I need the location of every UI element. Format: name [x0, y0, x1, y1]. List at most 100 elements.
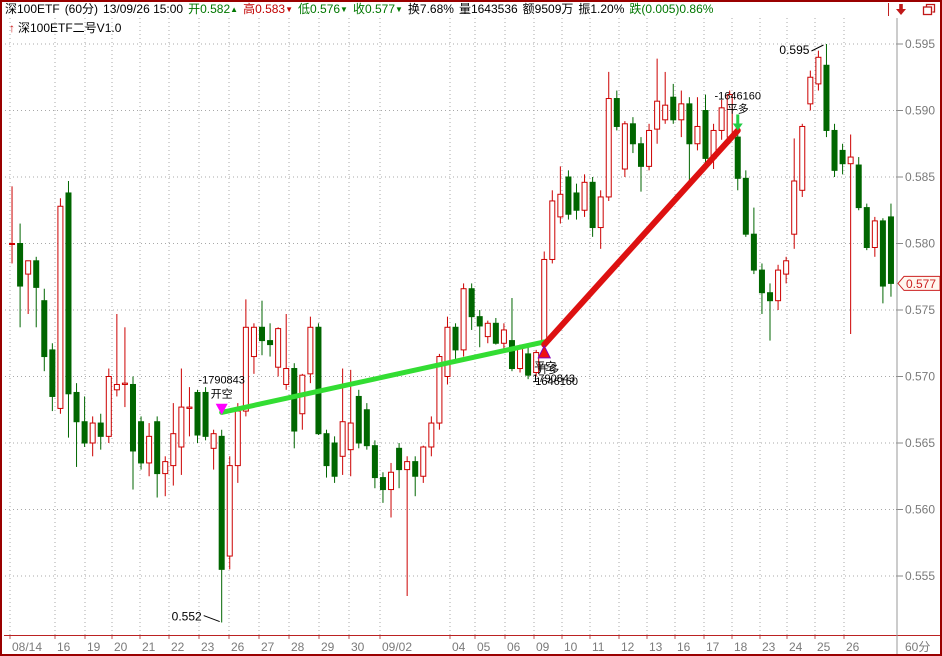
date-label: 25 [817, 640, 831, 654]
date-label: 04 [452, 640, 466, 654]
candle [758, 263, 765, 314]
candle [283, 313, 290, 390]
candle [742, 170, 749, 237]
trend-lines [219, 127, 741, 415]
date-label: 10 [564, 640, 578, 654]
candle [887, 203, 894, 297]
candle [589, 177, 596, 237]
candle [428, 416, 435, 457]
candle [460, 283, 467, 357]
price-axis: 0.595 0.590 0.585 0.580 0.575 0.570 0.565 0.560… [896, 37, 935, 583]
date-label: 12 [621, 640, 635, 654]
candle [629, 117, 636, 154]
candle [855, 157, 862, 211]
candle [500, 323, 507, 353]
candle [492, 317, 499, 345]
date-label: 16 [677, 640, 691, 654]
candle [178, 368, 185, 475]
price-tick-label: 0.555 [905, 569, 935, 583]
trend-line [541, 127, 741, 348]
field-amplitude: 振1.20% [578, 2, 625, 16]
candle [863, 203, 870, 251]
date-label: 16 [57, 640, 71, 654]
candle [476, 310, 483, 348]
scroll-down-icon[interactable] [894, 3, 908, 16]
svg-text:-1790843: -1790843 [198, 375, 245, 387]
candle [815, 50, 822, 91]
candle [25, 260, 32, 314]
candle [267, 323, 274, 357]
date-label: 13 [649, 640, 663, 654]
restore-window-icon[interactable] [922, 3, 936, 16]
ohlc-fields: 开0.582▲ 高0.583▼ 低0.576▼ 收0.577▼ 换7.68% 量16435… [188, 2, 718, 16]
frame [4, 18, 940, 654]
price-tick-label: 0.570 [905, 370, 935, 384]
candle [879, 218, 886, 304]
candle [275, 327, 282, 377]
candle [670, 83, 677, 124]
field-open: 开0.582▲ [188, 2, 239, 16]
candle [138, 416, 145, 470]
date-label: 28 [291, 640, 305, 654]
candle [315, 323, 322, 436]
date-label: 23 [201, 640, 215, 654]
candle [113, 313, 120, 397]
date-label: 27 [261, 640, 275, 654]
candle [9, 186, 16, 264]
candle [259, 300, 266, 356]
candle [347, 369, 354, 477]
candle [847, 134, 854, 334]
timeframe-label: 60分 [905, 640, 930, 654]
candle [605, 71, 612, 201]
candle [533, 349, 540, 377]
candle [831, 123, 838, 177]
candles [9, 44, 894, 623]
titlebar-divider [888, 3, 889, 16]
field-amount: 额9509万 [522, 2, 574, 16]
candle [97, 413, 104, 450]
candle [379, 472, 386, 503]
candle [33, 256, 40, 328]
indicator-name: 深100ETF二号V1.0 [18, 21, 122, 35]
date-label: 20 [114, 640, 128, 654]
candle [242, 299, 249, 417]
candle [41, 288, 48, 372]
candle [597, 190, 604, 249]
candle [694, 97, 701, 151]
price-tick-label: 0.580 [905, 237, 935, 251]
annotations: 0.595 0.552 [172, 43, 824, 624]
candle [823, 44, 830, 138]
candle [799, 123, 806, 197]
current-price-tag: 0.577 [897, 275, 940, 291]
field-low: 低0.576▼ [298, 2, 348, 16]
price-tick-label: 0.590 [905, 104, 935, 118]
date-label: 08/14 [12, 640, 42, 654]
date-label: 26 [846, 640, 860, 654]
candle [170, 403, 177, 486]
candle [783, 256, 790, 284]
candle [581, 174, 588, 217]
date-label: 23 [762, 640, 776, 654]
high-arrow-icon: ▼ [285, 5, 294, 14]
candle [767, 283, 774, 341]
candle [621, 121, 628, 177]
field-close: 收0.577▼ [352, 2, 403, 16]
candle [331, 436, 338, 483]
open-arrow-icon: ▲ [230, 5, 239, 14]
date-label: 29 [321, 640, 335, 654]
candle [452, 323, 459, 364]
svg-text:开空: 开空 [211, 387, 233, 401]
candle [363, 403, 370, 450]
candle [57, 198, 64, 414]
candle [218, 429, 225, 623]
candle [154, 416, 161, 498]
svg-text:-1646160: -1646160 [715, 90, 762, 102]
date-label: 19 [87, 640, 101, 654]
trend-line [219, 339, 547, 415]
close-arrow-icon: ▼ [395, 5, 403, 14]
candle [444, 316, 451, 385]
title-bar: 深100ETF (60分) 13/09/26 15:00 开0.582▲ 高0.583▼… [2, 2, 940, 17]
date-label: 30 [351, 640, 365, 654]
